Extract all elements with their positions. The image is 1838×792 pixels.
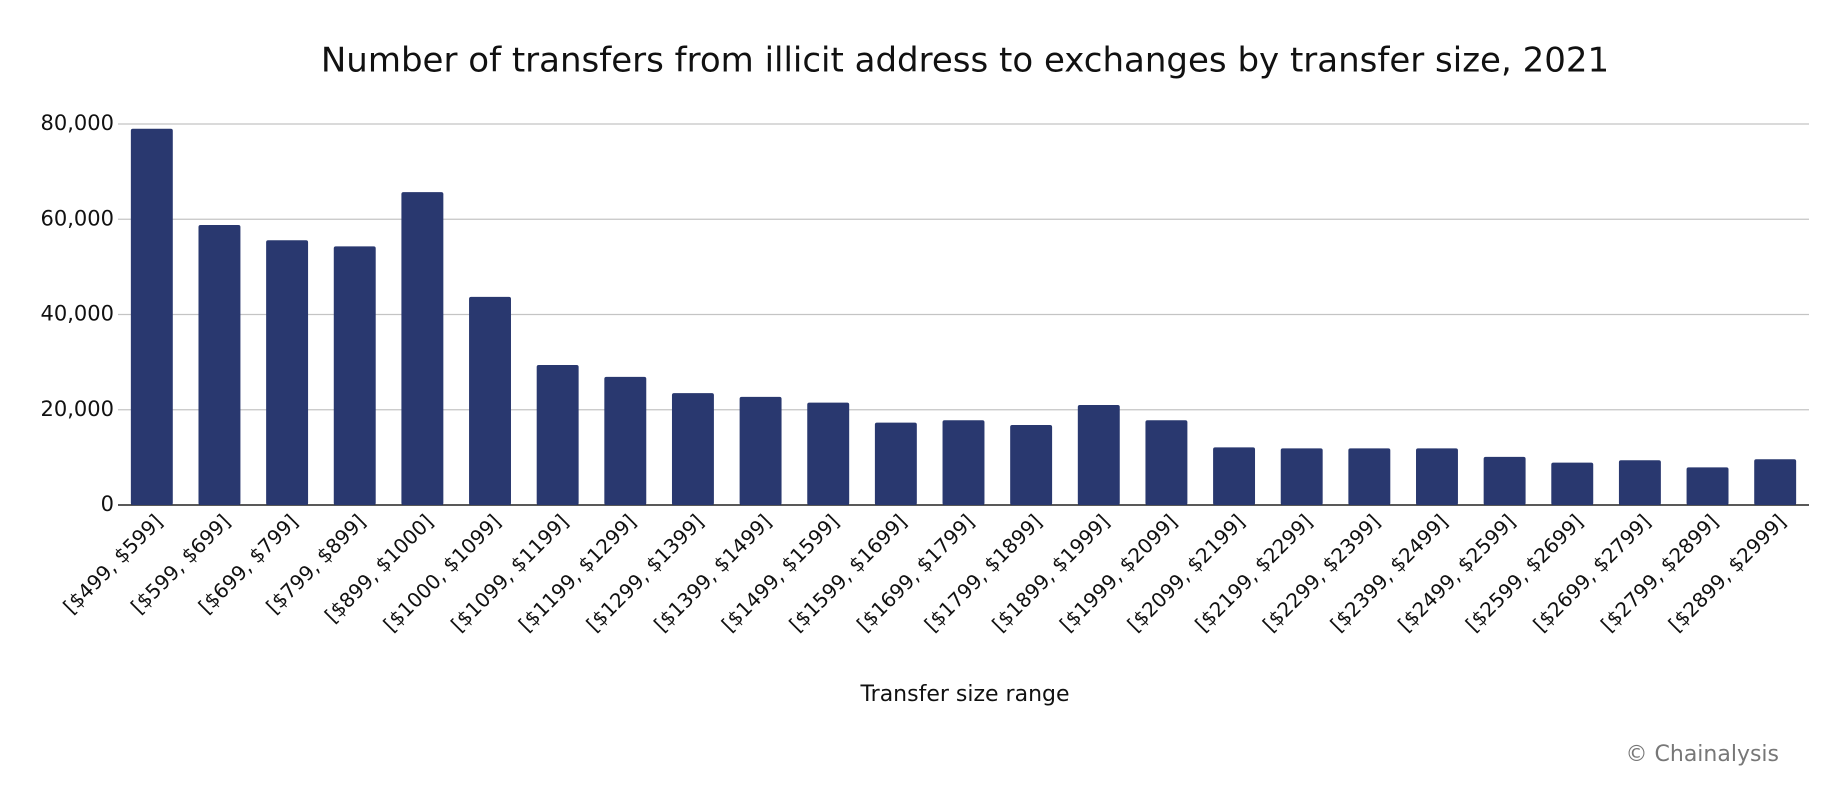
y-tick-label: 80,000 xyxy=(41,111,114,135)
x-tick-label: [$1999, $2099] xyxy=(1055,509,1182,636)
bar xyxy=(1010,424,1053,505)
bar xyxy=(1348,448,1391,505)
x-tick-label: [$2599, $2699] xyxy=(1461,509,1588,636)
bar xyxy=(1280,448,1323,505)
bar xyxy=(739,396,782,505)
x-tick-label: [$1599, $1699] xyxy=(784,509,911,636)
bar xyxy=(198,224,241,505)
bar xyxy=(807,402,850,505)
bar xyxy=(1145,420,1188,505)
x-tick-label: [$2099, $2199] xyxy=(1123,509,1250,636)
chart-title: Number of transfers from illicit address… xyxy=(321,41,1609,81)
x-tick-label: [$1000, $1099] xyxy=(378,509,505,636)
x-tick-label: [$1399, $1499] xyxy=(649,509,776,636)
bar xyxy=(671,393,714,505)
bar xyxy=(1077,404,1120,505)
y-tick-label: 60,000 xyxy=(41,206,114,230)
bar xyxy=(604,376,647,505)
y-tick-label: 40,000 xyxy=(41,302,114,326)
bar xyxy=(942,420,985,505)
x-axis-label: Transfer size range xyxy=(859,682,1069,707)
bar xyxy=(536,364,579,505)
x-tick-label: [$1899, $1999] xyxy=(987,509,1114,636)
bar xyxy=(469,296,511,505)
bar xyxy=(1551,462,1594,505)
bar xyxy=(266,240,309,505)
bar xyxy=(1754,459,1797,505)
x-tick-label: [$2499, $2599] xyxy=(1393,509,1520,636)
x-tick-label: [$1499, $1599] xyxy=(717,509,844,636)
x-tick-label: [$1799, $1899] xyxy=(920,509,1047,636)
x-tick-label: [$2899, $2999] xyxy=(1664,509,1791,636)
bar xyxy=(401,192,444,505)
bar xyxy=(1416,448,1458,505)
bar xyxy=(1213,447,1256,505)
x-tick-label: [$1099, $1199] xyxy=(446,509,573,636)
y-tick-label: 0 xyxy=(101,492,114,516)
bar xyxy=(874,422,917,505)
bar xyxy=(1618,460,1661,505)
x-tick-label: [$2799, $2899] xyxy=(1596,509,1723,636)
x-tick-label: [$1299, $1399] xyxy=(581,509,708,636)
bar xyxy=(130,128,173,505)
x-tick-label: [$2399, $2499] xyxy=(1325,509,1452,636)
x-tick-label: [$1199, $1299] xyxy=(514,509,641,636)
bar xyxy=(1686,467,1729,505)
x-tick-label: [$2199, $2299] xyxy=(1190,509,1317,636)
bar xyxy=(1483,456,1526,505)
x-tick-label: [$2299, $2399] xyxy=(1258,509,1385,636)
y-tick-label: 20,000 xyxy=(41,397,114,421)
x-tick-label: [$2699, $2799] xyxy=(1528,509,1655,636)
bar xyxy=(333,246,376,506)
x-tick-label: [$1699, $1799] xyxy=(852,509,979,636)
credit: © Chainalysis xyxy=(1626,742,1779,767)
